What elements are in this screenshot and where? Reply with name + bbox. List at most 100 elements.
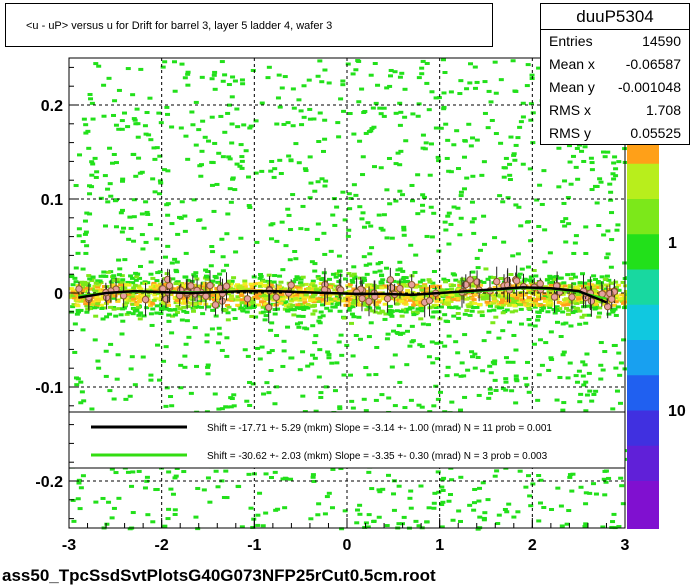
density-cell [312,189,318,193]
density-cell [462,139,468,143]
density-cell [226,103,232,107]
density-cell [619,484,625,488]
density-cell [319,80,325,84]
density-cell [593,289,599,293]
density-cell [589,161,595,165]
density-cell [76,478,82,482]
density-cell [151,146,157,150]
density-cell [507,162,513,166]
density-cell [73,184,79,188]
density-cell [366,470,372,474]
density-cell [112,278,118,282]
density-cell [351,272,357,276]
density-cell [445,138,451,142]
density-cell [613,167,619,171]
density-cell [547,305,553,309]
density-cell [454,129,460,133]
density-cell [169,125,175,129]
density-cell [414,311,420,315]
density-cell [135,272,141,276]
density-cell [125,125,131,129]
density-cell [73,266,79,270]
density-cell [598,377,604,381]
density-cell [164,272,170,276]
density-cell [182,76,188,80]
density-cell [440,488,446,492]
density-cell [555,486,561,490]
density-cell [239,78,245,82]
density-cell [516,205,522,209]
density-cell [505,360,511,364]
density-cell [468,62,474,66]
density-cell [595,299,601,303]
density-cell [492,362,498,366]
density-cell [445,214,451,218]
density-cell [82,232,88,236]
density-cell [72,322,78,326]
density-cell [90,117,96,121]
density-cell [250,291,256,295]
density-cell [420,146,426,150]
density-cell [393,111,399,115]
density-cell [263,291,269,295]
density-cell [397,260,403,264]
density-cell [461,374,467,378]
density-cell [264,284,270,288]
density-cell [481,339,487,343]
density-cell [400,193,406,197]
density-cell [99,297,105,301]
density-cell [531,268,537,272]
density-cell [571,282,577,286]
density-cell [465,368,471,372]
density-cell [261,392,267,396]
density-cell [438,293,444,297]
colorbar-cell [627,410,659,424]
density-cell [208,264,214,268]
density-cell [260,524,266,528]
density-cell [532,324,538,328]
density-cell [577,281,583,285]
density-cell [311,298,317,302]
density-cell [563,217,569,221]
density-cell [480,295,486,299]
density-cell [498,295,504,299]
density-cell [398,110,404,114]
density-cell [336,340,342,344]
density-cell [570,154,576,158]
density-cell [169,222,175,226]
density-cell [297,276,303,280]
density-cell [266,65,272,69]
density-cell [132,383,138,387]
density-cell [261,296,267,300]
density-cell [101,114,107,118]
density-cell [303,293,309,297]
density-cell [194,364,200,368]
density-cell [90,302,96,306]
density-cell [179,318,185,322]
density-cell [576,293,582,297]
density-cell [227,157,233,161]
profile-point [386,276,395,284]
density-cell [347,373,353,377]
density-cell [572,275,578,279]
density-cell [439,485,445,489]
density-cell [308,299,314,303]
density-cell [135,135,141,139]
density-cell [230,288,236,292]
density-cell [146,133,152,137]
density-cell [444,288,450,292]
density-cell [541,296,547,300]
density-cell [333,299,339,303]
density-cell [565,376,571,380]
density-cell [528,291,534,295]
density-cell [503,388,509,392]
density-cell [356,59,362,63]
density-cell [120,307,126,311]
density-cell [412,295,418,299]
density-cell [116,273,122,277]
density-cell [437,390,443,394]
density-cell [485,277,491,281]
density-cell [134,303,140,307]
density-cell [313,409,319,413]
density-cell [136,300,142,304]
